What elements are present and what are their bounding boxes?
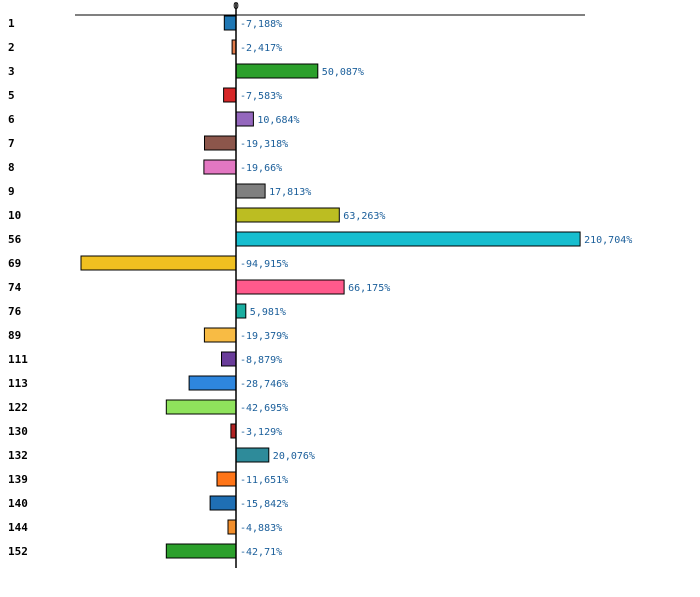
category-label-56: 56	[8, 233, 22, 246]
value-label-69: -94,915%	[240, 259, 288, 270]
bar-89	[203, 327, 237, 343]
value-label-74: 66,175%	[348, 283, 390, 294]
category-label-111: 111	[8, 353, 28, 366]
category-label-1: 1	[8, 17, 15, 30]
value-label-10: 63,263%	[343, 211, 385, 222]
value-label-122: -42,695%	[240, 403, 288, 414]
category-label-9: 9	[8, 185, 15, 198]
value-labels-group: -7,188% -2,417% 50,087% -7,583% 10,684% -19,3…	[240, 19, 632, 558]
bar-74	[235, 279, 345, 295]
value-label-56: 210,704%	[584, 235, 632, 246]
bar-7	[204, 135, 237, 151]
value-label-113: -28,746%	[240, 379, 288, 390]
bar-132	[235, 447, 270, 463]
category-label-8: 8	[8, 161, 15, 174]
category-label-10: 10	[8, 209, 21, 222]
category-label-144: 144	[8, 521, 28, 534]
value-label-152: -42,71%	[240, 547, 282, 558]
value-label-140: -15,842%	[240, 499, 288, 510]
value-label-111: -8,879%	[240, 355, 282, 366]
bar-76	[235, 303, 247, 319]
value-label-6: 10,684%	[257, 115, 299, 126]
category-label-74: 74	[8, 281, 22, 294]
bar-139	[216, 471, 237, 487]
value-label-144: -4,883%	[240, 523, 282, 534]
value-label-132: 20,076%	[273, 451, 315, 462]
category-labels-group: 1235678910566974768911111312213013213914…	[8, 17, 28, 558]
category-label-2: 2	[8, 41, 15, 54]
bar-144	[227, 519, 237, 535]
bar-8	[203, 159, 237, 175]
value-label-1: -7,188%	[240, 19, 282, 30]
category-label-122: 122	[8, 401, 28, 414]
value-label-76: 5,981%	[250, 307, 286, 318]
category-label-3: 3	[8, 65, 15, 78]
bar-6	[235, 111, 254, 127]
value-label-139: -11,651%	[240, 475, 288, 486]
bars-group	[80, 15, 581, 559]
category-label-152: 152	[8, 545, 28, 558]
bar-9	[235, 183, 266, 199]
category-label-6: 6	[8, 113, 15, 126]
bar-10	[235, 207, 340, 223]
value-label-8: -19,66%	[240, 163, 282, 174]
bar-122	[165, 399, 237, 415]
category-label-132: 132	[8, 449, 28, 462]
category-label-113: 113	[8, 377, 28, 390]
value-label-3: 50,087%	[322, 67, 364, 78]
bar-69	[80, 255, 237, 271]
value-label-7: -19,318%	[240, 139, 288, 150]
bar-111	[221, 351, 237, 367]
bar-130	[230, 423, 237, 439]
category-label-140: 140	[8, 497, 28, 510]
value-label-89: -19,379%	[240, 331, 288, 342]
value-label-9: 17,813%	[269, 187, 311, 198]
bar-113	[188, 375, 237, 391]
bar-56	[235, 231, 581, 247]
category-label-7: 7	[8, 137, 15, 150]
category-label-139: 139	[8, 473, 28, 486]
value-label-2: -2,417%	[240, 43, 282, 54]
value-label-130: -3,129%	[240, 427, 282, 438]
bar-152	[165, 543, 237, 559]
bar-1	[223, 15, 237, 31]
category-label-69: 69	[8, 257, 21, 270]
bar-3	[235, 63, 319, 79]
category-label-130: 130	[8, 425, 28, 438]
bar-5	[223, 87, 237, 103]
category-label-76: 76	[8, 305, 22, 318]
bar-140	[209, 495, 237, 511]
category-label-89: 89	[8, 329, 21, 342]
category-label-5: 5	[8, 89, 15, 102]
value-label-5: -7,583%	[240, 91, 282, 102]
